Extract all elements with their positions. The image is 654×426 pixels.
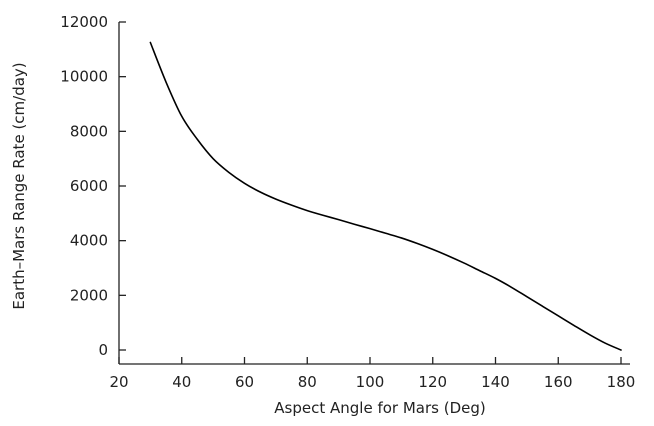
y-tick-label: 12000 <box>60 13 108 31</box>
x-tick-label: 20 <box>109 373 128 391</box>
x-tick-label: 140 <box>481 373 510 391</box>
x-tick-label: 160 <box>544 373 573 391</box>
y-tick-label: 8000 <box>70 122 108 140</box>
x-tick-label: 60 <box>235 373 254 391</box>
y-axis-title: Earth–Mars Range Rate (cm/day) <box>10 62 28 309</box>
y-axis-ticks: 0 2000 4000 6000 8000 10000 12000 <box>60 13 126 359</box>
y-tick-label: 10000 <box>60 68 108 86</box>
y-tick-label: 4000 <box>70 232 108 250</box>
x-tick-label: 180 <box>607 373 636 391</box>
x-tick-label: 80 <box>298 373 317 391</box>
y-tick-label: 2000 <box>70 286 108 304</box>
x-tick-label: 120 <box>418 373 447 391</box>
series-line <box>149 41 622 351</box>
x-tick-label: 100 <box>356 373 385 391</box>
series-layer <box>149 41 622 351</box>
x-tick-label: 40 <box>172 373 191 391</box>
x-axis-ticks: 20 40 60 80 100 120 140 160 180 <box>109 357 635 391</box>
x-axis-title: Aspect Angle for Mars (Deg) <box>274 399 485 417</box>
y-tick-label: 0 <box>98 341 108 359</box>
y-tick-label: 6000 <box>70 177 108 195</box>
